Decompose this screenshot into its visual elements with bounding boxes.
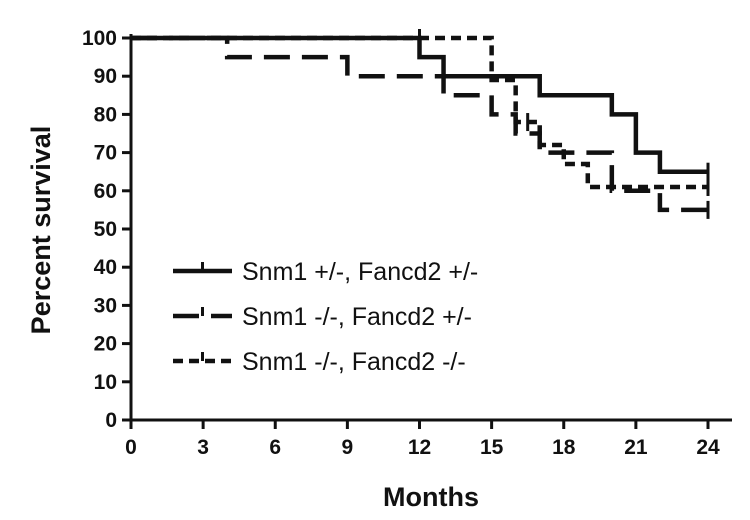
y-tick-label: 80 — [94, 103, 117, 126]
y-tick-label: 10 — [94, 371, 117, 394]
x-tick-label: 18 — [552, 436, 576, 459]
x-tick-label: 15 — [480, 436, 504, 459]
x-tick-label: 3 — [197, 436, 209, 459]
legend-label: Snm1 -/-, Fancd2 -/- — [242, 348, 466, 376]
y-tick-label: 50 — [94, 218, 117, 241]
series-line-3 — [131, 35, 708, 190]
x-tick-label: 24 — [696, 436, 720, 459]
x-tick-label: 12 — [408, 436, 431, 459]
legend-label: Snm1 +/-, Fancd2 +/- — [242, 258, 478, 286]
y-tick-label: 70 — [94, 142, 117, 165]
x-tick-label: 9 — [342, 436, 354, 459]
y-axis-title: Percent survival — [26, 126, 56, 335]
y-tick-label: 30 — [94, 294, 117, 317]
y-tick-label: 100 — [82, 27, 117, 50]
y-tick-label: 90 — [94, 65, 117, 88]
x-tick-label: 6 — [269, 436, 281, 459]
series-line-1 — [131, 35, 708, 174]
legend: Snm1 +/-, Fancd2 +/- Snm1 -/-, Fancd2 +/-… — [173, 258, 478, 376]
series-lines — [131, 29, 710, 219]
x-tick-label: 21 — [624, 436, 648, 459]
x-tick-label: 0 — [125, 436, 137, 459]
y-tick-label: 60 — [94, 180, 117, 203]
series-line-2 — [131, 35, 708, 213]
y-tick-label: 0 — [105, 409, 117, 432]
x-axis-title: Months — [383, 482, 479, 512]
y-tick-label: 40 — [94, 256, 117, 279]
axes: 0 10 20 30 40 50 60 70 80 90 100 0 3 6 9 12 15 18 21 24 — [82, 27, 732, 459]
legend-label: Snm1 -/-, Fancd2 +/- — [242, 303, 472, 331]
y-tick-label: 20 — [94, 333, 117, 356]
